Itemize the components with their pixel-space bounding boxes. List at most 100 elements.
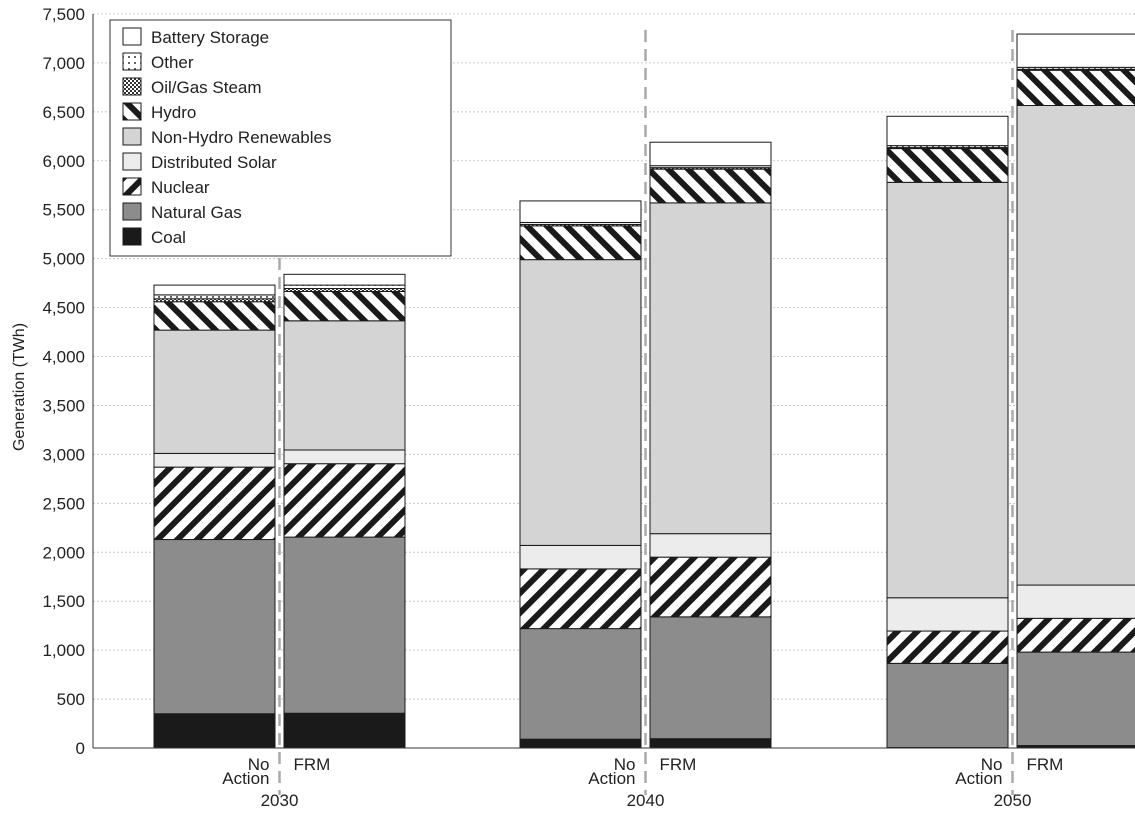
y-tick-label: 0 <box>76 739 85 758</box>
bar-segment-coal <box>649 738 772 749</box>
bar-segment-battery-storage <box>153 284 276 296</box>
scenario-label: Action <box>955 769 1002 788</box>
legend-label: Nuclear <box>151 178 210 197</box>
legend-item-non-hydro-renewables: Non-Hydro Renewables <box>122 127 331 147</box>
bar-segment-nuclear <box>886 630 1009 664</box>
legend-swatch <box>122 202 142 221</box>
bar-segment-natural-gas <box>519 628 642 740</box>
bar-segment-non-hydro-renewables <box>153 329 276 454</box>
legend-item-nuclear: Nuclear <box>122 177 210 197</box>
bar-segment-natural-gas <box>283 536 406 714</box>
bar-2050-frm <box>1016 33 1135 749</box>
legend-swatch <box>122 127 142 146</box>
legend-swatch <box>122 102 142 121</box>
bar-segment-coal <box>153 713 276 749</box>
bar-segment-hydro <box>283 290 406 322</box>
bar-segment-coal <box>519 738 642 749</box>
bar-segment-nuclear <box>283 463 406 538</box>
scenario-label: FRM <box>660 755 697 774</box>
legend-box <box>109 19 452 257</box>
legend-label: Other <box>151 53 194 72</box>
legend-item-other: Other <box>122 52 194 72</box>
bar-segment-non-hydro-renewables <box>519 259 642 546</box>
legend-swatch <box>122 52 142 71</box>
bar-segment-battery-storage <box>519 200 642 223</box>
y-tick-label: 6,000 <box>42 152 85 171</box>
y-tick-label: 7,500 <box>42 5 85 24</box>
legend-label: Distributed Solar <box>151 153 277 172</box>
bar-segment-distributed-solar <box>649 533 772 558</box>
bar-segment-non-hydro-renewables <box>1016 105 1135 586</box>
bar-segment-hydro <box>519 225 642 261</box>
bar-segment-natural-gas <box>153 539 276 715</box>
bar-segment-hydro <box>649 168 772 204</box>
legend-item-coal: Coal <box>122 227 186 247</box>
scenario-label: Action <box>222 769 269 788</box>
scenario-label: No <box>248 755 270 774</box>
legend-item-natural-gas: Natural Gas <box>122 202 242 222</box>
bar-segment-non-hydro-renewables <box>649 202 772 535</box>
y-tick-label: 7,000 <box>42 54 85 73</box>
bar-segment-distributed-solar <box>153 452 276 468</box>
y-tick-label: 3,500 <box>42 396 85 415</box>
legend-item-battery-storage: Battery Storage <box>122 27 269 47</box>
bar-segment-hydro <box>886 148 1009 183</box>
axes <box>92 14 1135 749</box>
bar-segment-nuclear <box>1016 617 1135 653</box>
y-tick-label: 4,500 <box>42 299 85 318</box>
bar-2050-no-action <box>886 115 1009 749</box>
y-tick-label: 1,500 <box>42 592 85 611</box>
bar-segment-nuclear <box>649 556 772 618</box>
group-label: 2050 <box>994 791 1032 810</box>
legend-label: Oil/Gas Steam <box>151 78 262 97</box>
bar-segment-distributed-solar <box>519 544 642 570</box>
bar-segment-hydro <box>1016 69 1135 107</box>
bar-segment-coal <box>283 712 406 749</box>
scenario-label: FRM <box>1027 755 1064 774</box>
scenario-label: FRM <box>294 755 331 774</box>
legend-label: Hydro <box>151 103 196 122</box>
y-tick-label: 500 <box>57 690 85 709</box>
legend-label: Natural Gas <box>151 203 242 222</box>
scenario-label: No <box>614 755 636 774</box>
bar-segment-other <box>283 284 406 290</box>
bar-segment-battery-storage <box>649 141 772 167</box>
legend-item-oil-gas-steam: Oil/Gas Steam <box>122 77 262 97</box>
scenario-label: Action <box>588 769 635 788</box>
bar-segment-distributed-solar <box>886 597 1009 632</box>
bar-2040-frm <box>649 141 772 749</box>
y-tick-label: 1,000 <box>42 641 85 660</box>
bar-segment-natural-gas <box>1016 651 1135 747</box>
group-label: 2040 <box>627 791 665 810</box>
bar-segment-hydro <box>153 301 276 331</box>
bar-segment-natural-gas <box>649 616 772 740</box>
scenario-label: No <box>981 755 1003 774</box>
bar-2040-no-action <box>519 200 642 749</box>
bar-segment-natural-gas <box>886 662 1009 749</box>
y-tick-label: 5,000 <box>42 250 85 269</box>
bar-segment-distributed-solar <box>283 449 406 465</box>
group-label: 2030 <box>261 791 299 810</box>
legend-label: Battery Storage <box>151 28 269 47</box>
y-tick-label: 2,000 <box>42 543 85 562</box>
bar-segment-nuclear <box>519 568 642 630</box>
y-tick-label: 4,000 <box>42 348 85 367</box>
legend-swatch <box>122 177 142 196</box>
legend-swatch <box>122 77 142 96</box>
bar-segment-non-hydro-renewables <box>283 320 406 451</box>
legend-item-hydro: Hydro <box>122 102 196 122</box>
y-tick-label: 2,500 <box>42 494 85 513</box>
bar-segment-distributed-solar <box>1016 584 1135 619</box>
bar-segment-battery-storage <box>1016 33 1135 68</box>
axis-labels: 0 500 1,000 1,500 2,000 2,500 3,000 3,500 4,000 4… <box>11 5 1063 810</box>
y-tick-label: 5,500 <box>42 201 85 220</box>
bar-segment-non-hydro-renewables <box>886 181 1009 599</box>
legend-label: Non-Hydro Renewables <box>151 128 331 147</box>
legend-swatch <box>122 152 142 171</box>
bar-2030-frm <box>283 273 406 749</box>
scenario-separators <box>278 30 1014 795</box>
legend-label: Coal <box>151 228 186 247</box>
bar-segment-other <box>153 294 276 300</box>
bar-segment-battery-storage <box>886 115 1009 147</box>
